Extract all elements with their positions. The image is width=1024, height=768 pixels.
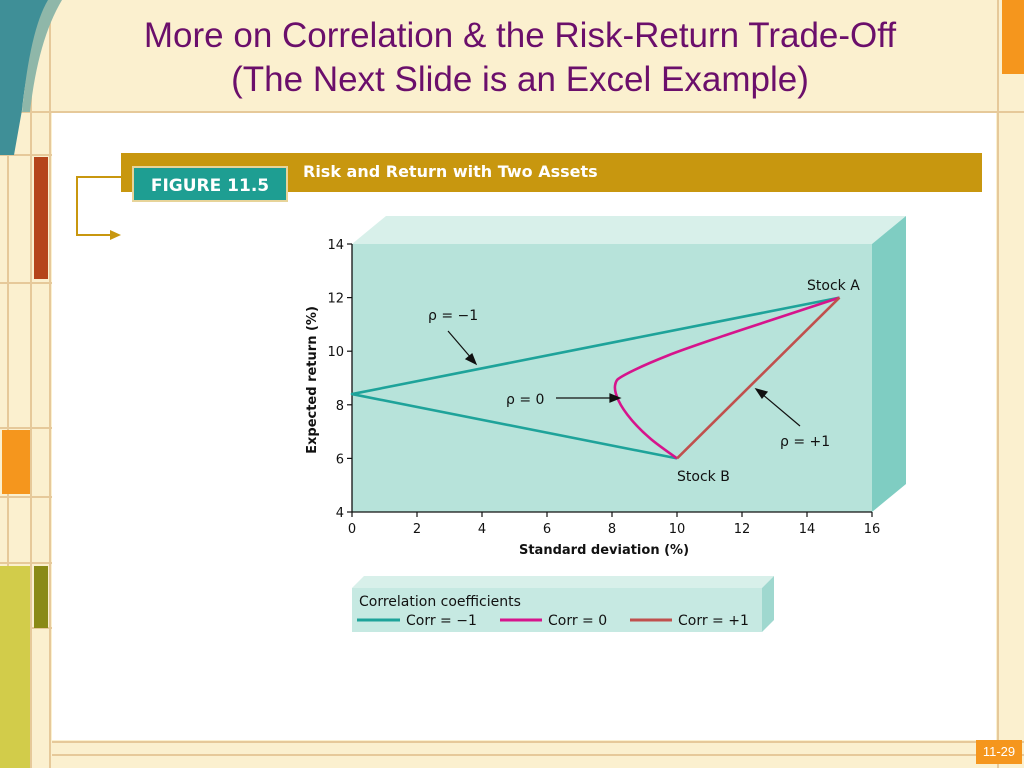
rho-pos1-label: ρ = +1 xyxy=(780,434,830,450)
x-tick-label: 6 xyxy=(543,522,551,537)
rho-neg1-label: ρ = −1 xyxy=(428,308,478,324)
stock-a-label: Stock A xyxy=(807,278,860,294)
plot-box-top xyxy=(352,216,906,244)
stock-b-label: Stock B xyxy=(677,469,730,485)
y-axis-title: Expected return (%) xyxy=(305,306,320,454)
slide-title-line-2: (The Next Slide is an Excel Example) xyxy=(231,60,809,99)
page-number-badge: 11-29 xyxy=(976,740,1022,764)
x-tick-label: 8 xyxy=(608,522,616,537)
figure-pointer-arrow xyxy=(76,176,132,236)
legend-box-side xyxy=(762,576,774,632)
x-tick-label: 4 xyxy=(478,522,486,537)
y-tick-label: 14 xyxy=(327,238,344,253)
x-tick-label: 2 xyxy=(413,522,421,537)
rho-pos1-arrow xyxy=(761,393,801,427)
figure-label: FIGURE 11.5 xyxy=(132,166,288,202)
x-axis-title: Standard deviation (%) xyxy=(519,543,689,558)
legend-entry-corr-neg1: Corr = −1 xyxy=(406,613,477,629)
y-tick-label: 4 xyxy=(336,506,344,521)
series-corr-0 xyxy=(613,296,840,460)
legend-entry-corr-pos1: Corr = +1 xyxy=(678,613,749,629)
legend-entry-corr-0: Corr = 0 xyxy=(548,613,607,629)
rho-neg1-arrow xyxy=(447,330,473,360)
y-tick-label: 10 xyxy=(327,345,344,360)
series-corr-pos1 xyxy=(676,296,841,460)
plot-box-side xyxy=(872,216,906,512)
annotation-arrows xyxy=(447,330,801,427)
legend-title: Correlation coefficients xyxy=(359,594,521,610)
y-tick-label: 8 xyxy=(336,399,344,414)
x-tick-label: 12 xyxy=(734,522,751,537)
x-tick-label: 16 xyxy=(864,522,881,537)
series-corr-neg1 xyxy=(350,296,840,460)
rho-0-label: ρ = 0 xyxy=(506,392,544,408)
y-tick-label: 12 xyxy=(327,292,344,307)
figure-pointer-arrowhead xyxy=(110,230,121,240)
rho-pos1-arrowhead xyxy=(754,387,769,400)
rho-0-arrowhead xyxy=(609,393,622,403)
y-tick-label: 6 xyxy=(336,452,344,467)
slide-title: More on Correlation & the Risk-Return Tr… xyxy=(52,14,988,102)
legend-box-top xyxy=(352,576,774,588)
legend-box xyxy=(352,588,762,632)
x-tick-label: 14 xyxy=(799,522,816,537)
figure-caption: Risk and Return with Two Assets xyxy=(303,162,598,181)
x-tick-label: 0 xyxy=(348,522,356,537)
rho-neg1-arrowhead xyxy=(464,353,478,366)
x-tick-label: 10 xyxy=(669,522,686,537)
slide-title-line-1: More on Correlation & the Risk-Return Tr… xyxy=(143,16,897,55)
